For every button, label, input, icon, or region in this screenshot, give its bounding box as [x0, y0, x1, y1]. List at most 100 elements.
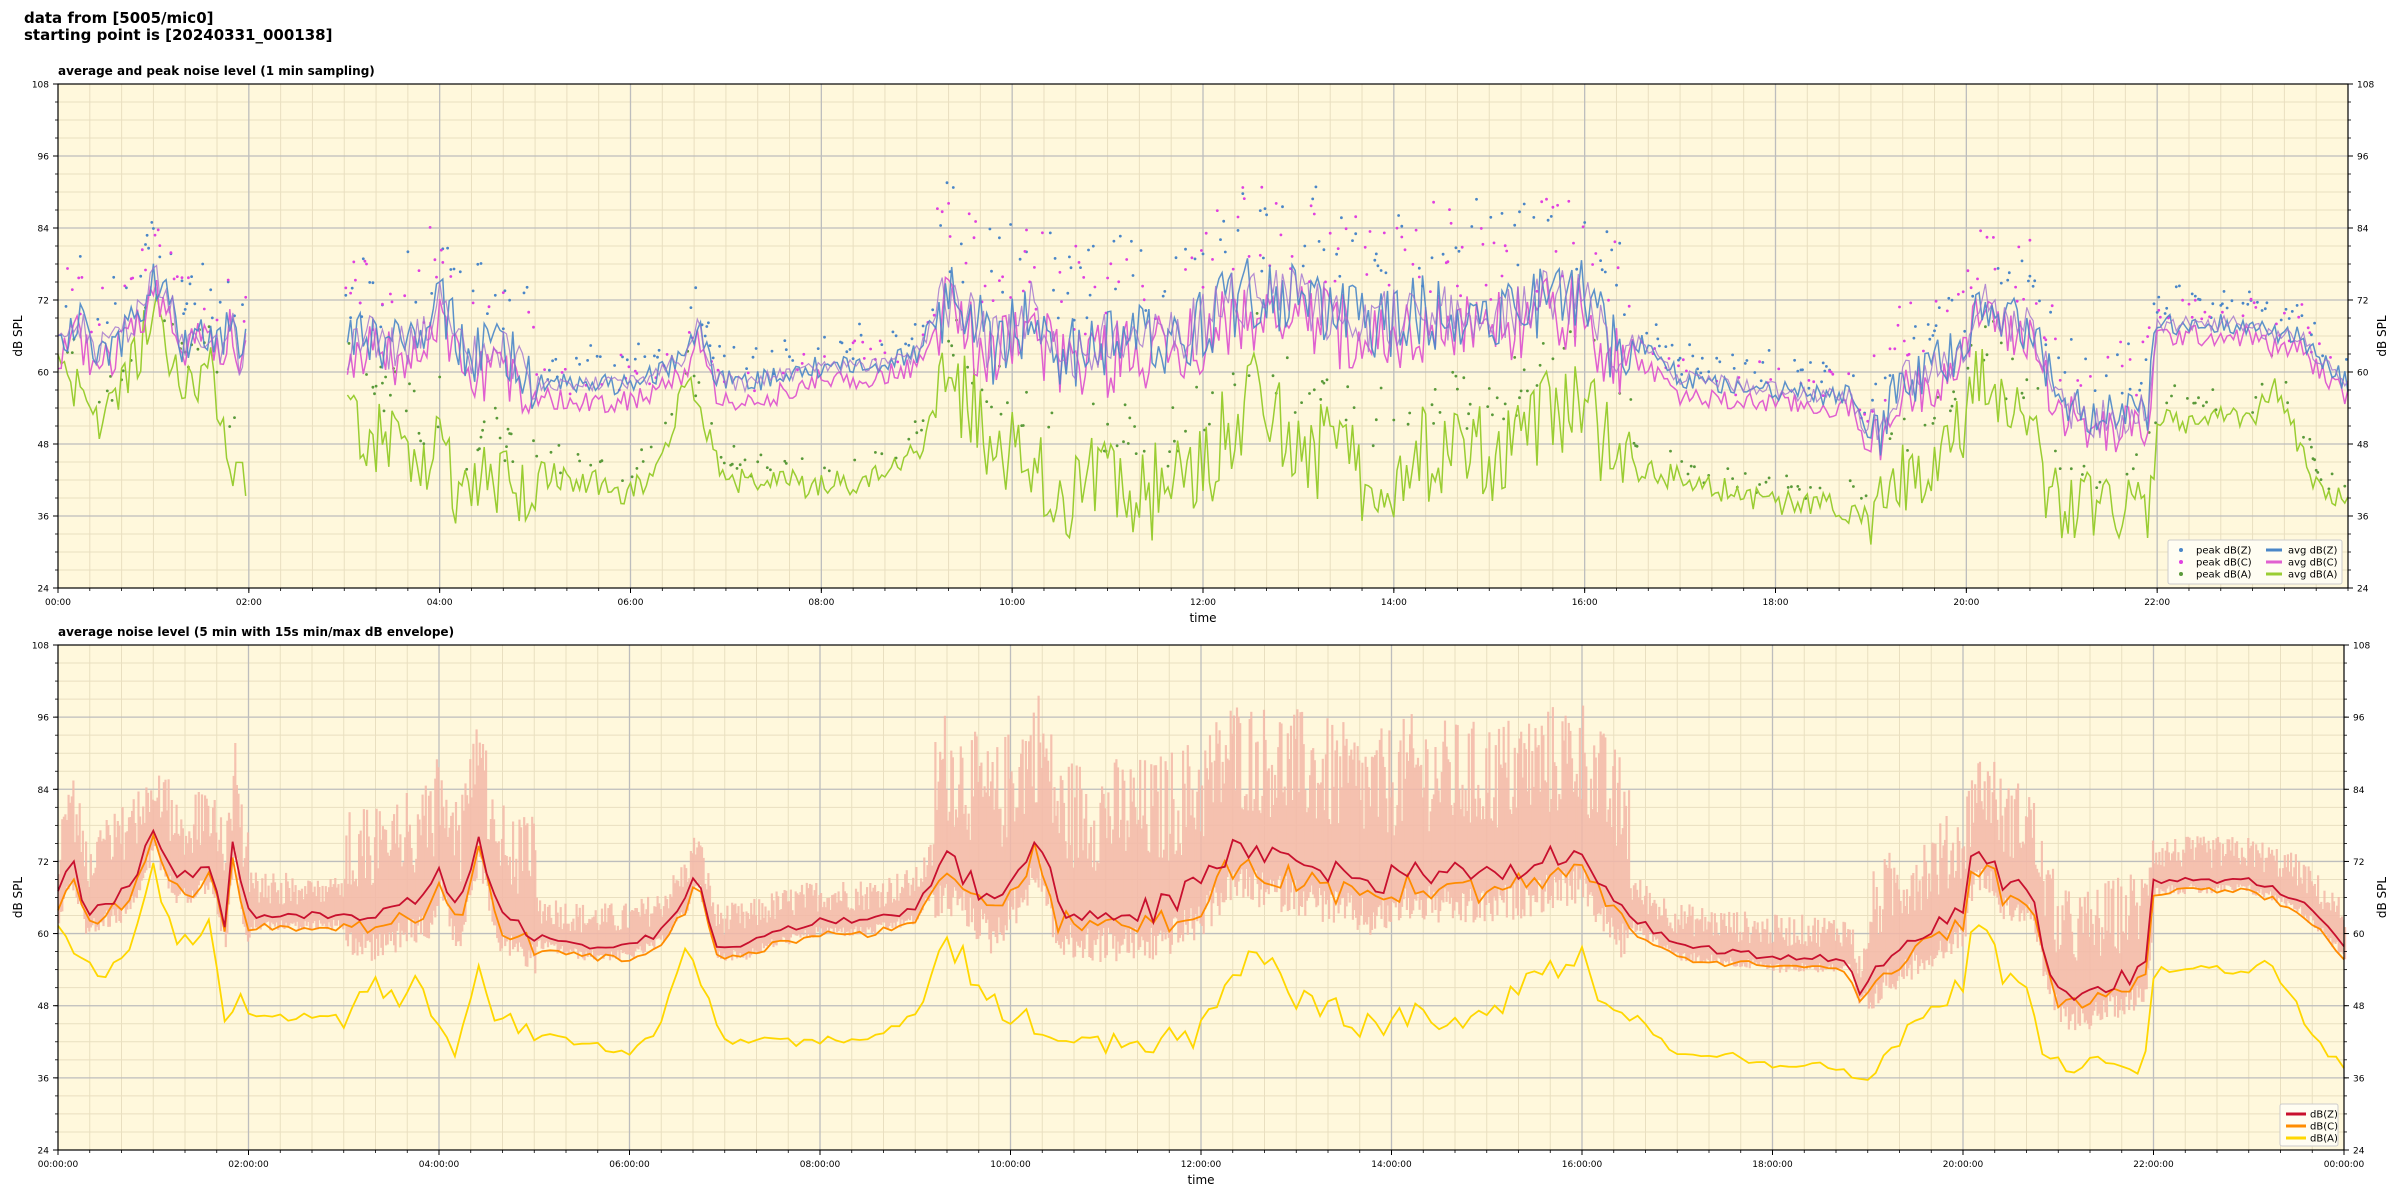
peak-dbz-dot — [1223, 250, 1227, 254]
peak-dba-dot — [1569, 330, 1572, 334]
peak-dbc-dot — [1829, 370, 1833, 374]
envelope-bar — [1578, 727, 1581, 879]
envelope-bar — [386, 852, 389, 945]
envelope-bar — [1629, 888, 1632, 928]
peak-dba-dot — [1491, 413, 1494, 417]
envelope-bar — [1270, 764, 1274, 887]
envelope-bar — [1331, 724, 1334, 895]
peak-dba-dot — [2058, 467, 2062, 470]
peak-dbc-dot — [972, 236, 976, 240]
envelope-bar — [2190, 848, 2193, 884]
envelope-bar — [2072, 954, 2075, 1014]
envelope-bar — [1382, 756, 1385, 898]
peak-dba-dot — [215, 370, 219, 374]
peak-dbz-dot — [1317, 240, 1321, 243]
envelope-bar — [2036, 868, 2039, 942]
envelope-bar — [2272, 855, 2275, 899]
envelope-bar — [413, 872, 416, 942]
peak-dbc-dot — [131, 276, 135, 280]
envelope-bar — [1724, 926, 1728, 963]
envelope-bar — [166, 810, 169, 874]
envelope-bar — [789, 889, 792, 938]
envelope-bar — [2140, 879, 2143, 1002]
peak-dbc-dot — [80, 276, 84, 279]
envelope-bar — [931, 865, 934, 889]
envelope-bar — [2028, 797, 2031, 904]
envelope-bar — [1944, 839, 1947, 953]
envelope-bar — [2082, 933, 2085, 1014]
peak-dbc-dot — [1807, 379, 1811, 382]
peak-dbz-dot — [112, 275, 116, 279]
envelope-bar — [1088, 843, 1091, 957]
envelope-bar — [2217, 836, 2220, 888]
peak-dbz-dot — [988, 227, 992, 231]
peak-dba-dot — [412, 389, 416, 393]
envelope-bar — [188, 831, 191, 900]
envelope-bar — [1878, 905, 1882, 1001]
envelope-bar — [164, 779, 167, 877]
envelope-bar — [2332, 901, 2336, 943]
chart-title: average and peak noise level (1 min samp… — [58, 64, 375, 78]
peak-dbz-dot — [2284, 307, 2288, 311]
envelope-bar — [1128, 837, 1131, 953]
peak-dbz-dot — [751, 355, 755, 359]
envelope-bar — [88, 887, 91, 932]
peak-dba-dot — [759, 453, 763, 457]
envelope-bar — [1075, 765, 1078, 942]
envelope-bar — [648, 926, 651, 946]
peak-dba-dot — [1115, 444, 1119, 448]
envelope-bar — [129, 817, 132, 910]
envelope-bar — [1496, 827, 1499, 916]
envelope-bar — [1837, 934, 1840, 969]
peak-dbz-dot — [1583, 221, 1587, 224]
envelope-bar — [1299, 712, 1302, 907]
envelope-bar — [443, 828, 446, 900]
envelope-bar — [754, 915, 758, 951]
y-tick-label: 60 — [38, 930, 50, 940]
peak-dba-dot — [549, 450, 553, 454]
envelope-bar — [2113, 946, 2116, 1017]
peak-dba-dot — [1860, 496, 1863, 500]
envelope-bar — [948, 811, 951, 909]
peak-dbz-dot — [891, 330, 895, 334]
envelope-bar — [2196, 836, 2199, 888]
peak-dbc-dot — [1872, 354, 1876, 358]
peak-dbz-dot — [1618, 241, 1622, 245]
envelope-bar — [1248, 719, 1251, 878]
envelope-bar — [1680, 905, 1683, 961]
envelope-bar — [1388, 730, 1391, 922]
envelope-bar — [340, 883, 343, 927]
envelope-bar — [162, 782, 165, 870]
legend-label: avg dB(Z) — [2288, 546, 2338, 557]
envelope-bar — [1963, 846, 1966, 930]
envelope-bar — [131, 810, 134, 897]
envelope-bar — [1726, 933, 1729, 962]
envelope-bar — [835, 902, 839, 933]
envelope-bar — [1518, 738, 1521, 882]
peak-dbc-dot — [947, 202, 950, 205]
envelope-bar — [832, 894, 835, 934]
peak-dbc-dot — [635, 372, 639, 375]
peak-dba-dot — [1686, 472, 1690, 476]
envelope-bar — [2234, 842, 2237, 891]
envelope-bar — [277, 890, 280, 930]
envelope-bar — [2263, 872, 2266, 897]
envelope-bar — [1670, 928, 1674, 952]
envelope-bar — [1621, 828, 1624, 924]
peak-dbc-dot — [823, 355, 826, 358]
peak-dba-dot — [621, 479, 624, 482]
peak-dbz-dot — [913, 323, 917, 326]
peak-dba-dot — [2343, 484, 2347, 488]
envelope-bar — [2236, 841, 2239, 885]
envelope-bar — [1467, 733, 1470, 902]
envelope-bar — [1843, 922, 1847, 966]
peak-dbc-dot — [2158, 315, 2162, 319]
peak-dba-dot — [1526, 389, 1529, 393]
peak-dbc-dot — [716, 368, 720, 372]
peak-dbc-dot — [1400, 235, 1404, 239]
peak-dbz-dot — [2128, 387, 2132, 391]
peak-dbc-dot — [560, 371, 564, 374]
envelope-bar — [1285, 805, 1288, 877]
envelope-bar — [1004, 736, 1007, 926]
envelope-bar — [1378, 739, 1381, 906]
